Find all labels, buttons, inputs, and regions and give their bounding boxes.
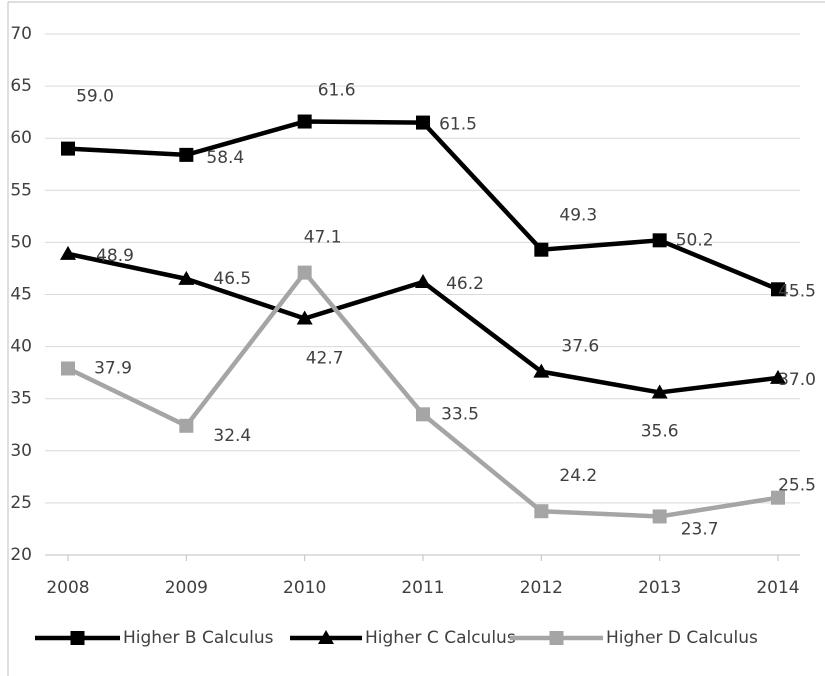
x-tick-label: 2009 (165, 578, 208, 598)
data-point (652, 233, 667, 248)
y-tick-label: 40 (10, 337, 32, 357)
data-point (770, 369, 786, 384)
data-label: 50.2 (676, 230, 714, 250)
data-point (415, 273, 431, 288)
legend-label: Higher B Calculus (123, 628, 274, 648)
legend-marker (318, 630, 334, 644)
data-point (296, 310, 313, 325)
x-tick-label: 2014 (756, 578, 799, 598)
data-label: 33.5 (441, 404, 479, 424)
data-point (771, 282, 785, 297)
data-label: 49.3 (559, 206, 597, 226)
y-tick-label: 25 (10, 493, 32, 513)
data-label: 61.5 (439, 115, 477, 135)
y-tick-label: 20 (10, 545, 32, 565)
data-label: 46.2 (446, 274, 484, 294)
data-label: 24.2 (559, 466, 597, 486)
y-tick-label: 55 (10, 180, 32, 200)
data-point (178, 270, 195, 285)
x-tick-label: 2013 (638, 578, 681, 598)
data-point (534, 242, 549, 257)
x-tick-label: 2008 (46, 578, 89, 598)
data-point (297, 265, 312, 280)
legend-marker (549, 631, 564, 645)
data-label: 48.9 (96, 246, 134, 266)
y-tick-label: 35 (10, 389, 32, 409)
y-tick-label: 30 (10, 441, 32, 461)
data-point (771, 490, 785, 505)
data-point (651, 384, 668, 399)
data-label: 42.7 (306, 348, 344, 368)
x-tick-label: 2012 (520, 578, 563, 598)
data-point (533, 363, 550, 378)
y-tick-label: 60 (10, 128, 32, 148)
data-label: 61.6 (318, 81, 356, 101)
x-tick-label: 2010 (283, 578, 326, 598)
data-label: 35.6 (641, 421, 679, 441)
data-label: 59.0 (76, 87, 114, 107)
data-point (652, 509, 667, 524)
data-label: 32.4 (213, 426, 251, 446)
data-label: 45.5 (778, 281, 816, 301)
y-tick-label: 45 (10, 285, 32, 305)
data-label: 47.1 (304, 228, 342, 248)
legend-label: Higher C Calculus (365, 628, 516, 648)
y-tick-label: 70 (10, 24, 32, 44)
data-point (61, 141, 75, 156)
data-label: 37.6 (561, 337, 599, 357)
y-tick-label: 50 (10, 232, 32, 252)
data-point (416, 115, 430, 130)
data-point (179, 147, 194, 162)
series-line (67, 119, 779, 292)
data-label: 58.4 (206, 148, 244, 168)
data-label: 37.9 (94, 358, 132, 378)
x-tick-label: 2011 (401, 578, 444, 598)
data-point (297, 114, 312, 129)
data-label: 37.0 (778, 370, 816, 390)
legend-marker (70, 631, 85, 645)
data-point (416, 407, 430, 422)
data-label: 46.5 (213, 269, 251, 289)
legend-label: Higher D Calculus (606, 628, 758, 648)
series-line (67, 270, 779, 519)
data-point (534, 504, 549, 519)
data-point (61, 361, 75, 376)
data-point (60, 245, 76, 260)
data-label: 23.7 (681, 519, 719, 539)
data-label: 25.5 (778, 476, 816, 496)
data-point (179, 418, 194, 433)
y-tick-label: 65 (10, 76, 32, 96)
